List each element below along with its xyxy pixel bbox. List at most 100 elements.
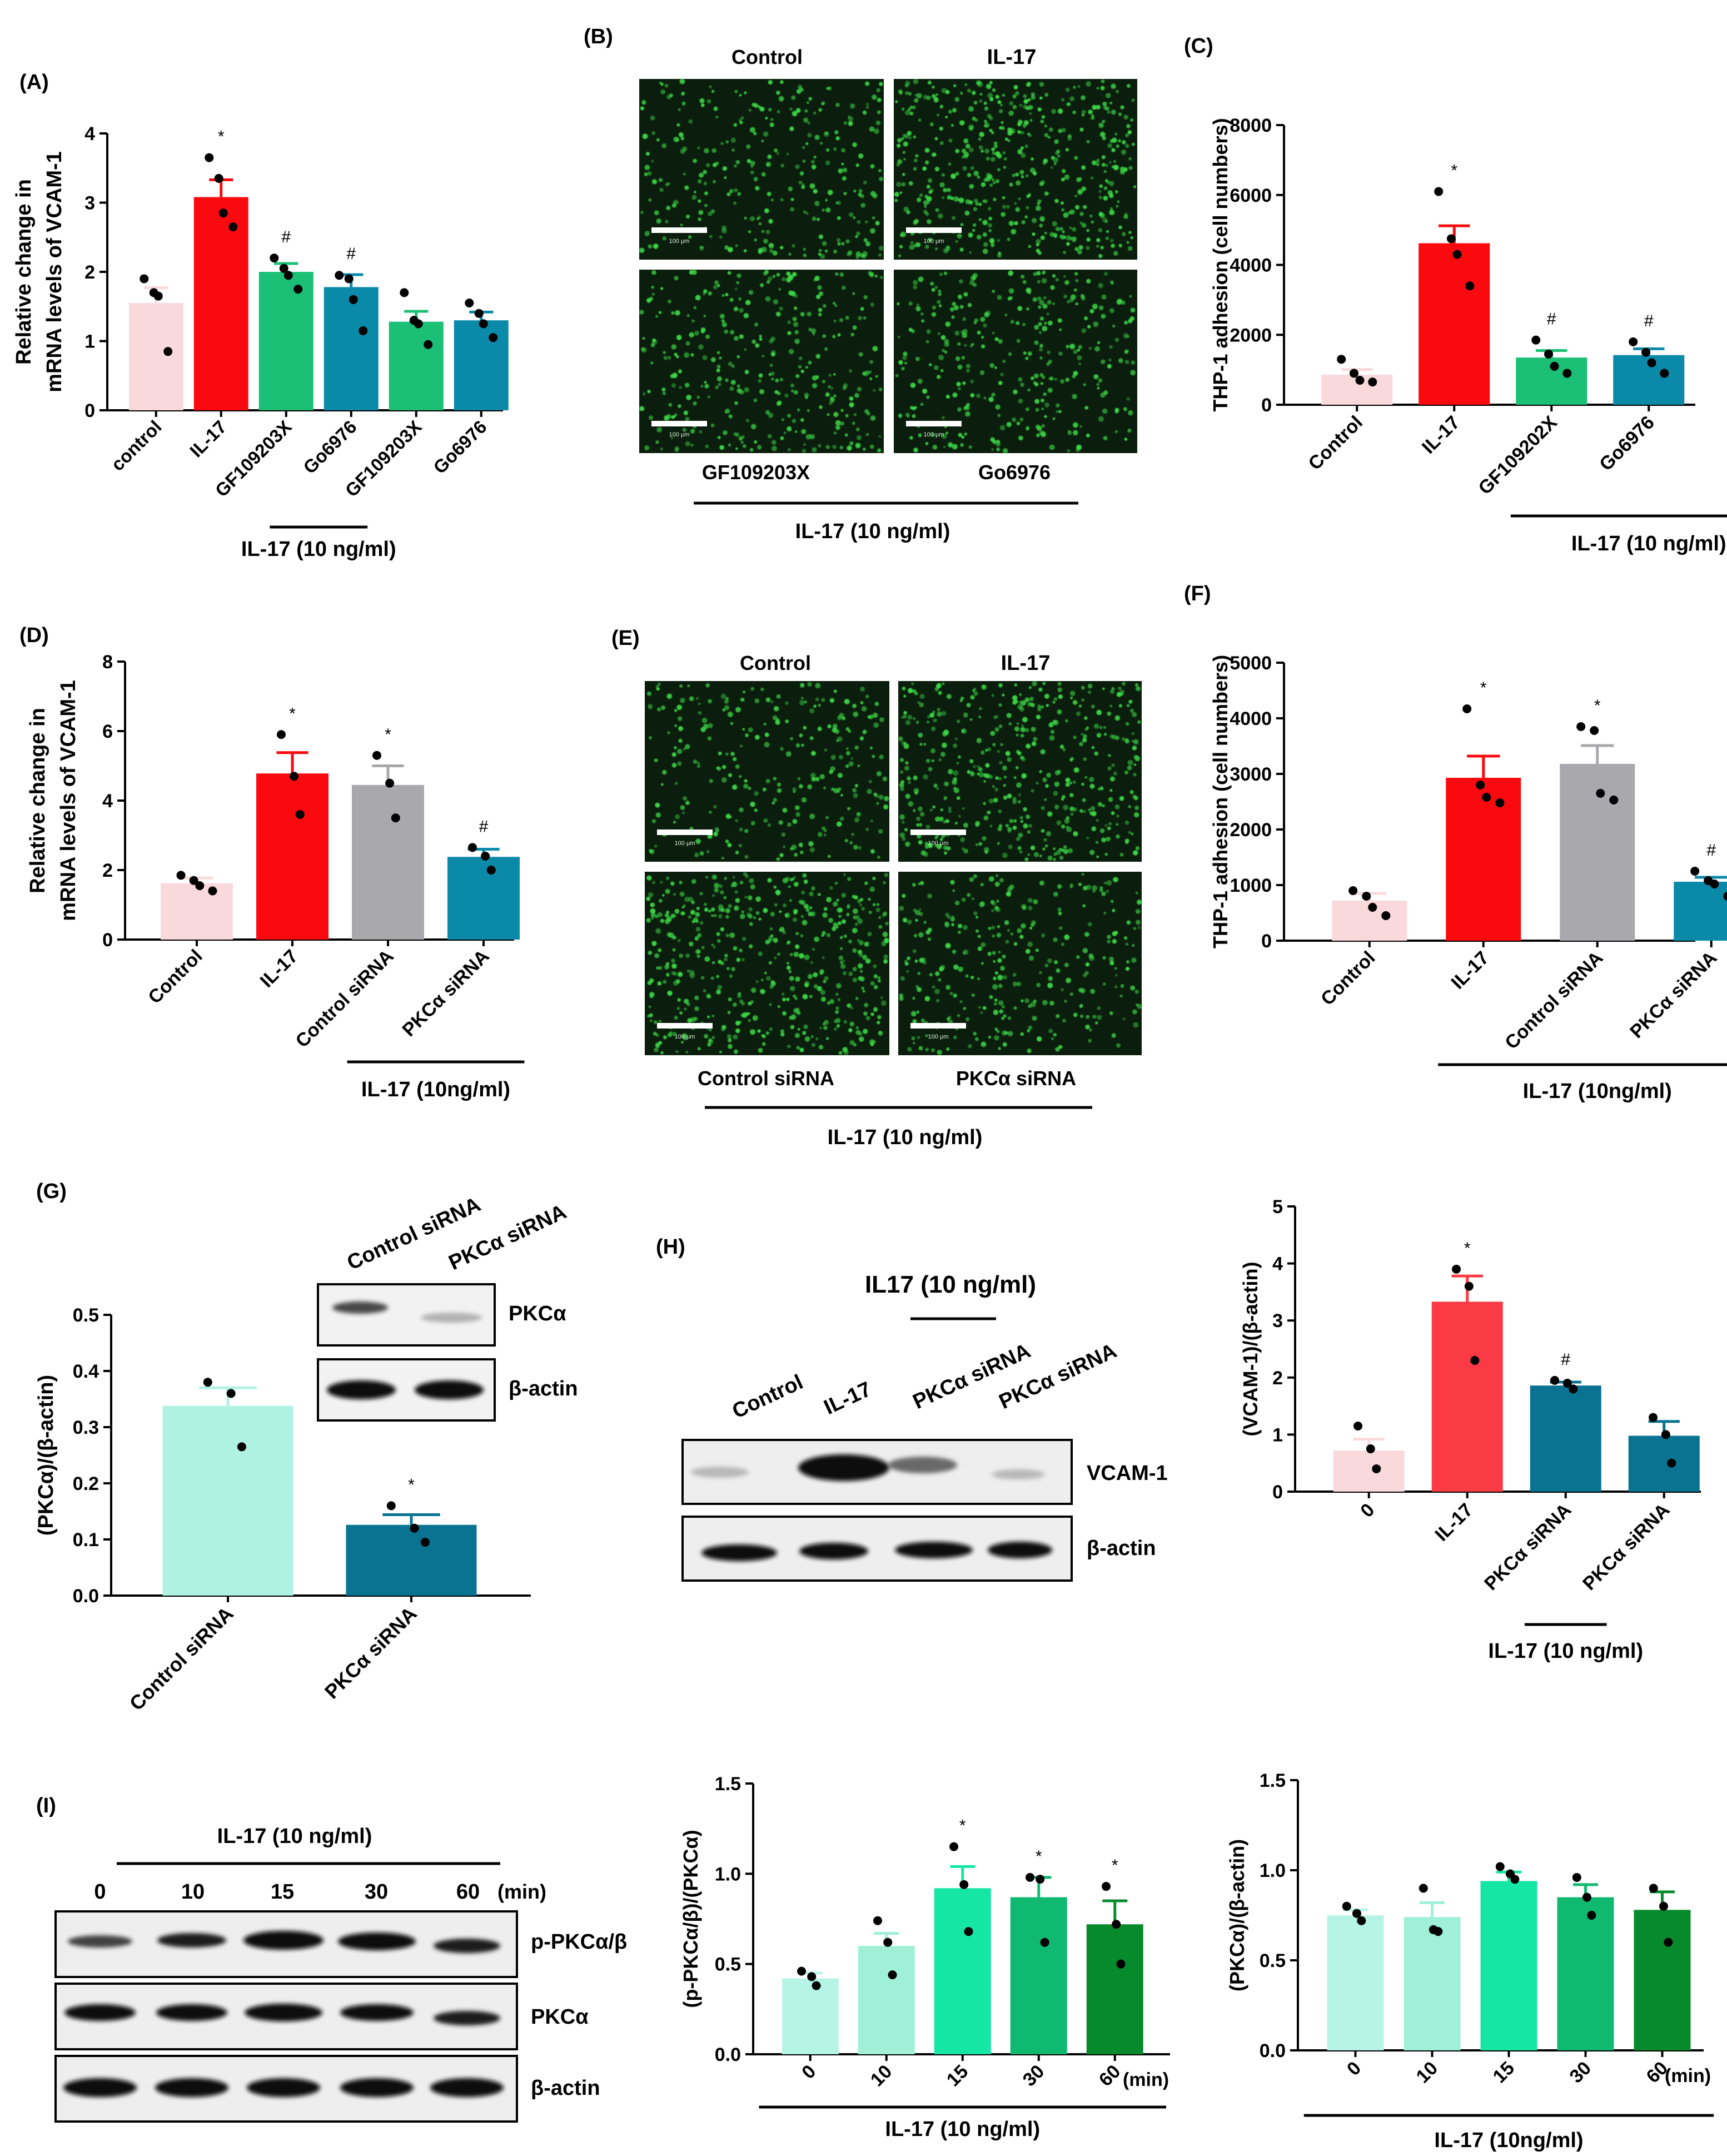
panel-h-western-blot: IL17 (10 ng/ml) Control IL-17 PKCα siRNA…	[681, 1271, 1168, 1582]
micrograph-cell	[700, 976, 705, 980]
micrograph-cell	[854, 784, 858, 788]
micrograph-cell	[913, 280, 918, 285]
chart-i2-data-point	[1102, 1882, 1111, 1891]
micrograph-cell	[811, 1043, 816, 1047]
micrograph-cell	[839, 445, 844, 450]
micrograph-cell	[711, 148, 716, 153]
micrograph-cell	[969, 759, 974, 763]
chart-d-data-point	[481, 852, 490, 861]
micrograph-cell	[993, 181, 996, 185]
micrograph-cell	[1073, 371, 1078, 376]
panel-label-c: (C)	[1184, 34, 1213, 58]
micrograph-cell	[828, 917, 834, 923]
chart-g-bar	[346, 1524, 477, 1596]
chart-g-pkca-quantification: 0.00.10.20.30.40.5(PKCα)/(β-actin)Contro…	[34, 1305, 531, 1715]
chart-i2-bar	[934, 1888, 991, 2054]
chart-i3-data-point	[1582, 1892, 1591, 1902]
micrograph-cell	[716, 766, 719, 769]
micrograph-cell	[920, 403, 924, 406]
micrograph-cell	[914, 93, 918, 97]
micrograph-cell	[870, 981, 875, 986]
micrograph-cell	[994, 881, 1000, 887]
micrograph-cell	[695, 927, 701, 932]
micrograph-cell	[813, 704, 817, 708]
micrograph-cell	[1099, 213, 1106, 218]
chart-i3-ytick-label: 1.5	[1260, 1770, 1286, 1791]
micrograph-cell	[845, 764, 849, 768]
micrograph-cell	[966, 703, 971, 708]
micrograph-cell	[748, 727, 753, 733]
micrograph-cell	[877, 976, 881, 980]
micrograph-cell	[763, 131, 769, 137]
micrograph-cell	[945, 321, 951, 327]
micrograph-cell	[699, 98, 705, 103]
micrograph-cell	[819, 1026, 822, 1030]
micrograph-cell	[1083, 205, 1087, 209]
micrograph-cell	[674, 1016, 678, 1020]
micrograph-cell	[655, 928, 661, 934]
micrograph-cell	[1035, 205, 1041, 211]
chart-a-category-label: control	[107, 416, 165, 475]
chart-i2-data-point	[1026, 1872, 1035, 1882]
micrograph-cell	[1115, 90, 1119, 93]
micrograph-cell	[726, 967, 730, 971]
micrograph-cell	[713, 946, 716, 949]
micrograph-cell	[986, 83, 992, 90]
chart-g-bar	[162, 1405, 293, 1596]
chart-i3-category-label: 0	[1343, 2058, 1365, 2080]
micrograph-cell	[1057, 318, 1062, 323]
micrograph-cell	[845, 751, 850, 756]
micrograph-cell	[1002, 205, 1007, 209]
micrograph-cell	[794, 853, 798, 857]
micrograph-cell	[795, 932, 799, 936]
micrograph-cell	[680, 698, 685, 703]
micrograph-cell	[649, 736, 653, 739]
micrograph-cell	[1102, 136, 1106, 141]
micrograph-cell	[994, 787, 999, 792]
micrograph-cell	[1041, 408, 1044, 410]
micrograph-cell	[980, 750, 985, 755]
micrograph-cell	[998, 1000, 1004, 1006]
micrograph-cell	[1062, 1019, 1066, 1023]
micrograph-cell	[1126, 83, 1131, 88]
micrograph-cell	[913, 1041, 915, 1045]
blot-i-unit: (min)	[497, 1880, 546, 1903]
micrograph-cell	[1128, 805, 1131, 808]
micrograph-cell	[660, 82, 664, 86]
micrograph-cell	[976, 394, 981, 399]
micrograph-cell	[981, 684, 987, 690]
micrograph-cell	[988, 798, 994, 804]
chart-i3-ylabel: (PKCα)/(β-actin)	[1226, 1839, 1248, 1991]
micrograph-cell	[684, 1007, 687, 1011]
micrograph-cell	[825, 445, 830, 449]
chart-f-data-point	[1381, 911, 1391, 920]
micrograph-cell	[992, 935, 995, 938]
micrograph-cell	[1088, 346, 1092, 350]
micrograph-cell	[1112, 165, 1117, 169]
micrograph-cell	[1103, 911, 1107, 915]
micrograph-cell	[1084, 932, 1089, 937]
micrograph-cell	[667, 356, 671, 360]
micrograph-cell	[870, 819, 873, 823]
micrograph-cell	[954, 821, 958, 825]
micrograph-b-go6976: 100 μm	[894, 270, 1137, 454]
micrograph-cell	[724, 176, 727, 179]
micrograph-cell	[788, 970, 792, 973]
micrograph-cell	[857, 435, 862, 440]
micrograph-cell	[947, 769, 953, 774]
panel-label-i: (I)	[36, 1794, 56, 1817]
micrograph-cell	[902, 917, 908, 922]
chart-i2-category-label: 60	[1095, 2061, 1125, 2091]
micrograph-cell	[800, 683, 805, 688]
micrograph-cell	[733, 946, 738, 951]
micrograph-cell	[982, 220, 988, 225]
micrograph-cell	[758, 373, 763, 378]
micrograph-cell	[818, 307, 823, 312]
micrograph-cell	[959, 279, 963, 284]
micrograph-cell	[875, 907, 880, 912]
micrograph-cell	[1086, 237, 1091, 242]
micrograph-cell	[648, 198, 651, 202]
micrograph-cell	[765, 116, 768, 120]
micrograph-cell	[999, 878, 1004, 883]
